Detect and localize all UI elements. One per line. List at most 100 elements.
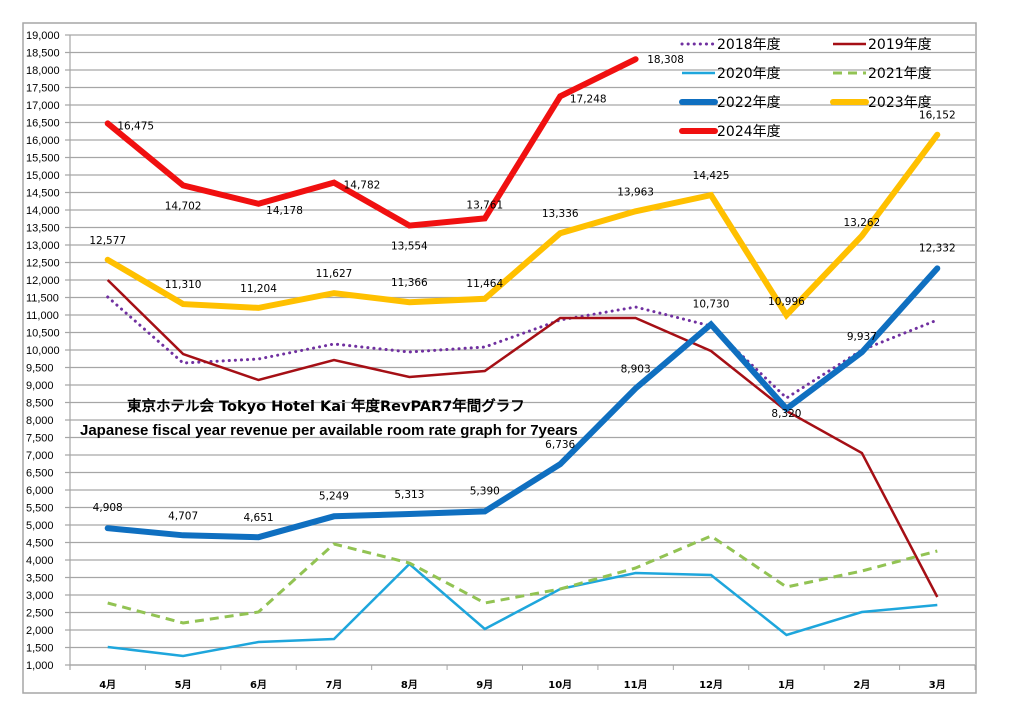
x-tick-label: 3月 xyxy=(929,679,946,691)
legend-item: 2023年度 xyxy=(830,95,932,111)
data-label: 5,313 xyxy=(394,489,424,501)
y-tick-label: 14,500 xyxy=(26,188,60,200)
legend-item: 2018年度 xyxy=(680,37,781,53)
legend-label: 2019年度 xyxy=(868,37,932,53)
x-tick-label: 6月 xyxy=(250,679,267,691)
y-tick-label: 14,000 xyxy=(26,205,60,217)
data-label: 14,782 xyxy=(344,180,381,192)
y-tick-label: 5,000 xyxy=(26,520,54,532)
series-line-2022 xyxy=(104,265,941,541)
y-tick-label: 15,500 xyxy=(26,153,60,165)
y-tick-label: 4,000 xyxy=(26,555,54,567)
y-tick-label: 13,500 xyxy=(26,223,60,235)
x-tick-label: 10月 xyxy=(548,679,572,691)
y-tick-label: 7,500 xyxy=(26,433,54,445)
series-lines xyxy=(104,56,941,658)
series-line-2024 xyxy=(104,56,639,229)
data-label: 11,310 xyxy=(165,279,202,291)
y-tick-label: 2,500 xyxy=(26,608,54,620)
y-tick-label: 5,500 xyxy=(26,503,54,515)
y-tick-label: 2,000 xyxy=(26,625,54,637)
y-tick-label: 9,500 xyxy=(26,363,54,375)
y-tick-label: 18,500 xyxy=(26,48,60,60)
data-label: 12,332 xyxy=(919,242,956,254)
axes xyxy=(69,35,976,670)
series-line-2020 xyxy=(107,562,938,658)
data-label: 18,308 xyxy=(647,54,684,66)
y-tick-label: 12,000 xyxy=(26,275,60,287)
data-label: 11,366 xyxy=(391,277,428,289)
data-label: 4,908 xyxy=(93,502,123,514)
x-tick-label: 4月 xyxy=(99,679,116,691)
chart-frame xyxy=(22,22,977,694)
legend-label: 2021年度 xyxy=(868,66,932,82)
y-tick-label: 6,000 xyxy=(26,485,54,497)
data-label: 14,702 xyxy=(165,200,202,212)
data-label: 16,152 xyxy=(919,110,956,122)
series-line-2019 xyxy=(106,279,939,598)
data-label: 10,996 xyxy=(768,296,805,308)
y-tick-label: 4,500 xyxy=(26,538,54,550)
data-label: 4,707 xyxy=(168,510,198,522)
chart-subtitle: Japanese fiscal year revenue per availab… xyxy=(80,422,578,439)
legend-label: 2023年度 xyxy=(868,95,932,111)
legend-item: 2022年度 xyxy=(679,95,781,111)
data-label: 5,390 xyxy=(470,485,500,497)
data-label: 12,577 xyxy=(89,235,126,247)
y-tick-label: 18,000 xyxy=(26,65,60,77)
y-tick-label: 12,500 xyxy=(26,258,60,270)
y-tick-label: 10,500 xyxy=(26,328,60,340)
series-line-2021 xyxy=(107,534,938,625)
data-label: 11,464 xyxy=(466,278,503,290)
legend-label: 2022年度 xyxy=(717,95,781,111)
legend: 2018年度 2019年度 2020年度 2021年度 2022年度 2023年度 2024… xyxy=(679,37,932,140)
legend-label: 2020年度 xyxy=(717,66,781,82)
data-label: 13,554 xyxy=(391,241,428,253)
x-tick-label: 11月 xyxy=(624,679,648,691)
series-line-2023 xyxy=(104,131,941,320)
data-label: 6,736 xyxy=(545,439,575,451)
y-tick-label: 19,000 xyxy=(26,30,60,42)
data-label: 5,249 xyxy=(319,490,349,502)
y-tick-label: 7,000 xyxy=(26,450,54,462)
y-tick-label: 16,500 xyxy=(26,118,60,130)
y-tick-label: 8,500 xyxy=(26,398,54,410)
y-tick-label: 17,000 xyxy=(26,100,60,112)
data-label: 11,627 xyxy=(316,268,353,280)
data-label: 16,475 xyxy=(117,120,154,132)
chart-title: 東京ホテル会 Tokyo Hotel Kai 年度RevPAR7年間グラフ xyxy=(127,397,525,415)
y-tick-label: 9,000 xyxy=(26,380,54,392)
y-tick-label: 1,500 xyxy=(26,643,54,655)
data-label: 8,903 xyxy=(621,363,651,375)
x-tick-label: 12月 xyxy=(699,679,723,691)
legend-item: 2019年度 xyxy=(833,37,932,53)
legend-item: 2024年度 xyxy=(679,124,781,140)
data-label: 4,651 xyxy=(244,512,274,524)
y-tick-label: 3,000 xyxy=(26,590,54,602)
data-label: 10,730 xyxy=(693,298,730,310)
y-tick-label: 16,000 xyxy=(26,135,60,147)
data-label: 11,204 xyxy=(240,283,277,295)
data-label: 13,336 xyxy=(542,208,579,220)
y-tick-label: 8,000 xyxy=(26,415,54,427)
data-label: 9,937 xyxy=(847,331,877,343)
chart-title-block: 東京ホテル会 Tokyo Hotel Kai 年度RevPAR7年間グラフ Ja… xyxy=(80,397,578,439)
data-label: 13,262 xyxy=(844,217,881,229)
x-axis-tick-labels: 4月 5月 6月 7月 8月 9月 10月 11月 12月 1月 2月 3月 xyxy=(99,679,946,691)
legend-item: 2020年度 xyxy=(682,66,781,82)
x-tick-label: 2月 xyxy=(853,679,870,691)
data-labels: 4,908 4,707 4,651 5,249 5,313 5,390 6,736 8,903… xyxy=(89,54,955,524)
data-label: 13,761 xyxy=(466,199,503,211)
x-tick-label: 5月 xyxy=(175,679,192,691)
y-tick-label: 10,000 xyxy=(26,345,60,357)
y-tick-label: 13,000 xyxy=(26,240,60,252)
data-label: 17,248 xyxy=(570,93,607,105)
x-tick-label: 1月 xyxy=(778,679,795,691)
x-tick-label: 8月 xyxy=(401,679,418,691)
y-axis-tick-labels: 1,000 1,500 2,000 2,500 3,000 3,500 4,000 4,500… xyxy=(26,30,60,672)
data-label: 13,963 xyxy=(617,186,654,198)
y-tick-label: 11,000 xyxy=(26,310,59,322)
data-label: 8,320 xyxy=(771,408,801,420)
legend-item: 2021年度 xyxy=(833,66,932,82)
